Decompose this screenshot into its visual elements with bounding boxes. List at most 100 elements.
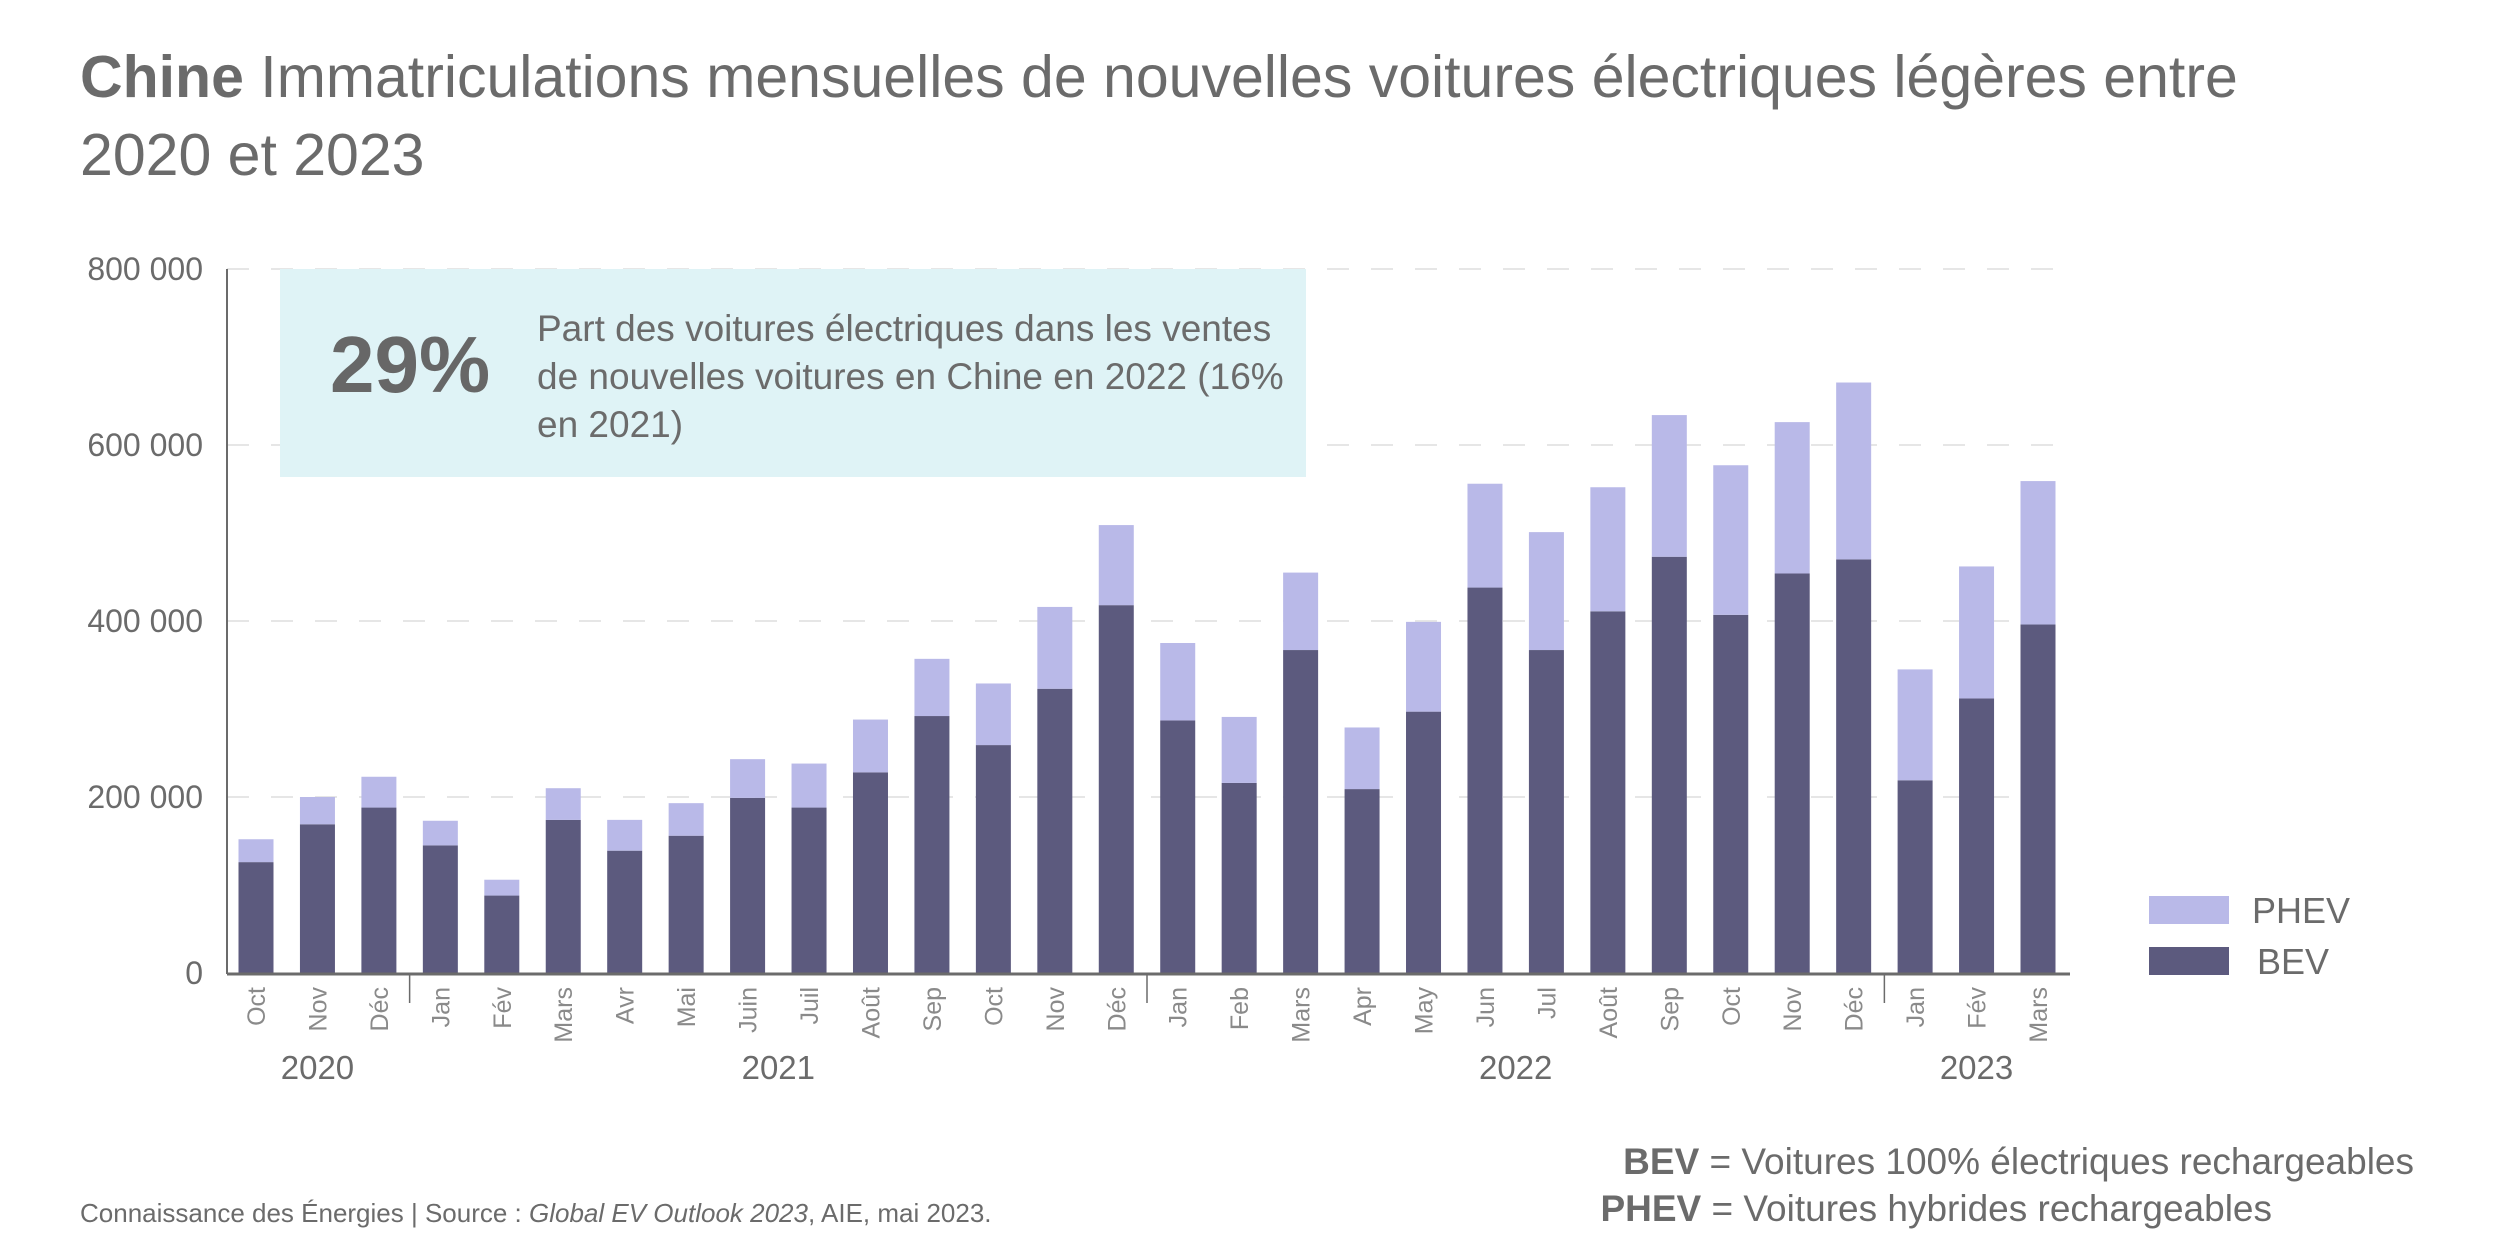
bar-bev: [422, 845, 458, 973]
bar-bev: [1037, 688, 1073, 973]
definition-term: BEV: [1623, 1141, 1700, 1182]
bar-phev: [730, 759, 766, 798]
bar-phev: [1774, 422, 1810, 574]
source-suffix: , AIE, mai 2023.: [807, 1198, 992, 1228]
bar-phev: [361, 776, 397, 808]
bar-phev: [1897, 669, 1933, 781]
x-tick-label: Oct: [243, 987, 271, 1026]
bar-phev: [1037, 606, 1073, 689]
bar-phev: [484, 879, 520, 896]
bar-phev: [1590, 487, 1626, 612]
bar-bev: [1713, 614, 1749, 973]
y-axis-ticks: 0 200 000 400 000 600 000 800 000: [87, 251, 203, 991]
x-tick-label: Fév: [489, 987, 517, 1029]
x-tick-label: Jul: [1533, 987, 1561, 1019]
definition-phev: PHEV = Voitures hybrides rechargeables: [1600, 1185, 2272, 1232]
x-tick-label: Mai: [673, 987, 701, 1027]
bar-phev: [1959, 566, 1995, 699]
x-tick-label: Déc: [1841, 987, 1869, 1031]
callout-text: Part des voitures électriques dans les v…: [537, 308, 1284, 445]
title-country: Chine: [80, 44, 244, 110]
year-label: 2023: [1940, 1049, 2013, 1086]
x-tick-label: Oct: [1718, 987, 1746, 1026]
bar-phev: [299, 797, 335, 825]
definition-bev: BEV = Voitures 100% électriques recharge…: [1600, 1138, 2414, 1185]
bar-phev: [1344, 727, 1380, 790]
bar-bev: [668, 835, 704, 973]
bar-phev: [1467, 483, 1503, 588]
legend-label-phev: PHEV: [2252, 890, 2351, 931]
bar-phev: [1160, 643, 1196, 721]
x-tick-label: Juil: [796, 987, 824, 1025]
bar-phev: [1528, 532, 1564, 651]
bar-bev: [484, 895, 520, 973]
bar-phev: [1098, 525, 1134, 606]
bar-bev: [914, 716, 950, 973]
bar-phev: [1713, 465, 1749, 615]
x-tick-label: Jan: [1165, 987, 1193, 1027]
bars: [238, 382, 2056, 973]
bar-bev: [2020, 624, 2056, 973]
bar-bev: [1160, 720, 1196, 973]
legend-swatch-bev: [2149, 947, 2229, 975]
bar-bev: [607, 850, 643, 973]
x-tick-label: Mars: [2025, 987, 2053, 1043]
bar-bev: [1836, 559, 1872, 973]
x-tick-label: May: [1411, 987, 1439, 1035]
bar-phev: [1283, 572, 1319, 651]
x-tick-label: Apr: [1349, 987, 1377, 1026]
bar-phev: [914, 658, 950, 717]
bar-phev: [607, 819, 643, 851]
x-tick-label: Mars: [550, 987, 578, 1043]
bar-phev: [1651, 415, 1687, 557]
x-tick-label: Avr: [612, 987, 640, 1024]
bar-bev: [238, 862, 274, 973]
source-prefix: Connaissance des Énergies | Source :: [80, 1198, 530, 1228]
x-tick-label: Nov: [304, 987, 332, 1032]
bar-phev: [422, 820, 458, 846]
bar-phev: [238, 839, 274, 863]
bar-bev: [361, 807, 397, 973]
bar-bev: [1344, 789, 1380, 973]
bar-bev: [1651, 556, 1687, 973]
x-axis: [226, 269, 2070, 1003]
bar-phev: [545, 788, 581, 820]
title-text: Immatriculations mensuelles de nouvelles…: [80, 44, 2238, 188]
definition-term: PHEV: [1600, 1188, 1702, 1229]
x-tick-label: Jan: [427, 987, 455, 1027]
source-note: Connaissance des Énergies | Source : Glo…: [80, 1198, 992, 1229]
bar-bev: [791, 807, 827, 973]
bar-bev: [1959, 698, 1995, 973]
x-tick-label: Sep: [1656, 987, 1684, 1031]
bar-bev: [1528, 650, 1564, 973]
x-tick-label: Août: [1595, 987, 1623, 1038]
legend-swatch-phev: [2149, 896, 2229, 924]
bar-bev: [1221, 782, 1257, 973]
definition-text: = Voitures 100% électriques rechargeable…: [1699, 1141, 2414, 1182]
bar-bev: [1283, 650, 1319, 973]
bar-bev: [852, 772, 888, 973]
year-label: 2020: [281, 1049, 354, 1086]
x-tick-label: Jun: [1472, 987, 1500, 1027]
y-tick-label: 600 000: [87, 427, 203, 463]
bar-bev: [1467, 587, 1503, 973]
year-label: 2021: [742, 1049, 815, 1086]
x-tick-label: Nov: [1042, 987, 1070, 1032]
x-tick-label: Août: [857, 987, 885, 1038]
bar-phev: [852, 719, 888, 773]
bar-phev: [1836, 382, 1872, 560]
x-tick-label: Jan: [1902, 987, 1930, 1027]
y-tick-label: 200 000: [87, 779, 203, 815]
bar-phev: [1221, 716, 1257, 783]
bar-bev: [545, 819, 581, 973]
y-tick-label: 400 000: [87, 603, 203, 639]
bar-bev: [1406, 711, 1442, 973]
bar-bev: [299, 824, 335, 973]
bar-phev: [668, 803, 704, 836]
x-tick-label: Feb: [1226, 987, 1254, 1030]
year-label: 2022: [1479, 1049, 1552, 1086]
chart-title: Chine Immatriculations mensuelles de nou…: [80, 38, 2280, 194]
source-publication: Global EV Outlook 2023: [529, 1198, 808, 1228]
bar-bev: [1774, 573, 1810, 973]
